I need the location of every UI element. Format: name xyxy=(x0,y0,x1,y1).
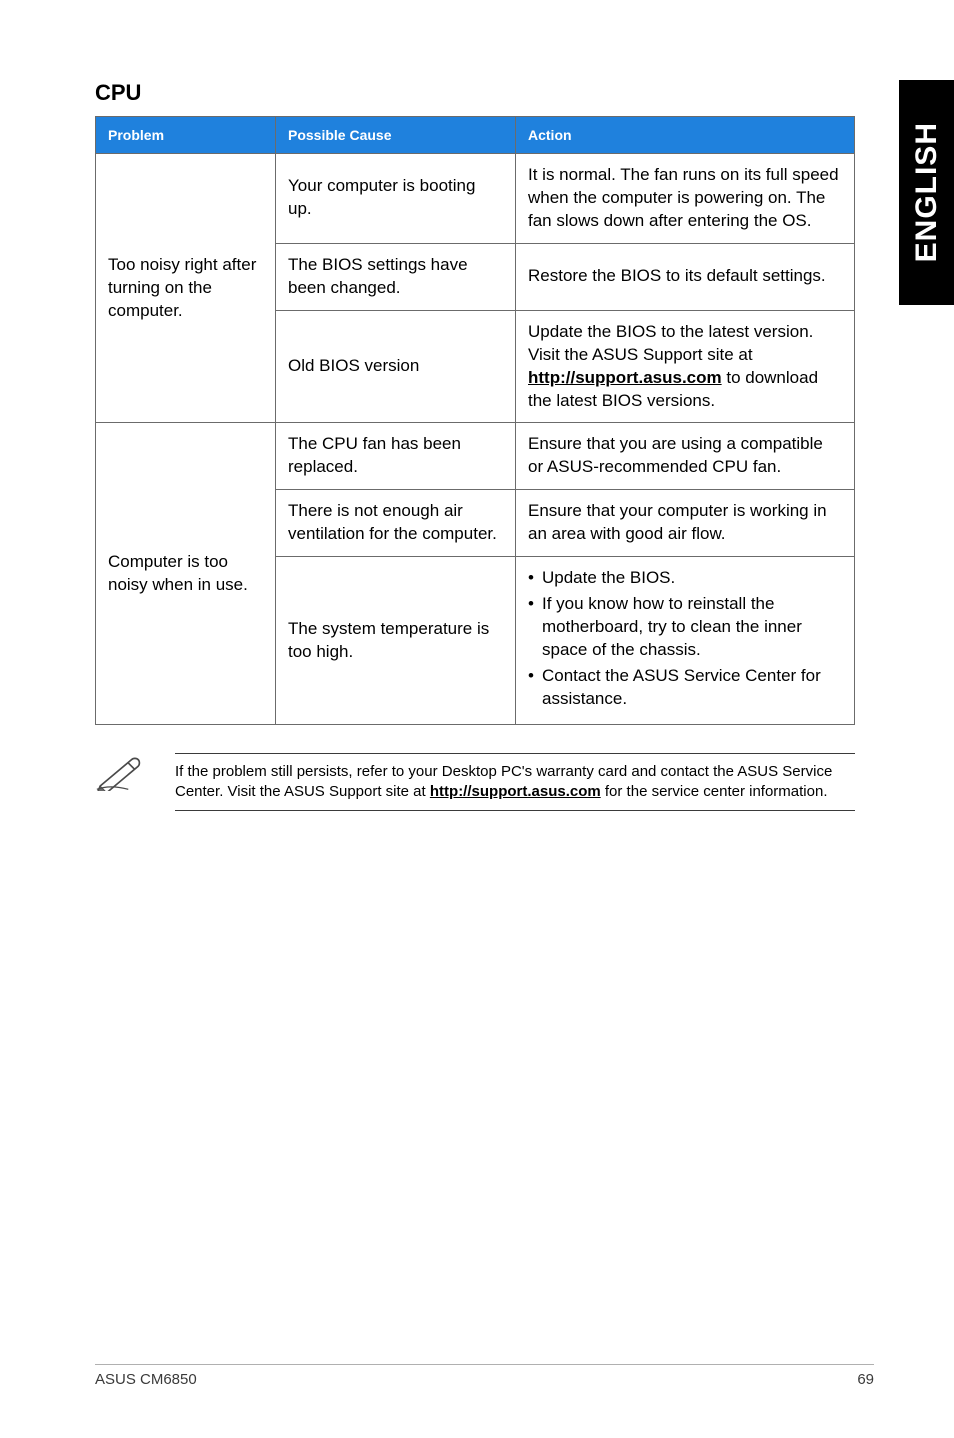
table-header-cell: Problem xyxy=(96,117,276,154)
action-cell: It is normal. The fan runs on its full s… xyxy=(516,154,855,244)
note-block: If the problem still persists, refer to … xyxy=(95,753,855,812)
action-list-item: Update the BIOS. xyxy=(528,567,842,590)
cause-cell: There is not enough air ventilation for … xyxy=(276,490,516,557)
cause-cell: Old BIOS version xyxy=(276,310,516,423)
section-title: CPU xyxy=(95,80,894,106)
language-tab: ENGLISH xyxy=(899,80,954,305)
problem-cell: Too noisy right after turning on the com… xyxy=(96,154,276,423)
action-cell: Update the BIOS. If you know how to reins… xyxy=(516,557,855,725)
table-row: Too noisy right after turning on the com… xyxy=(96,154,855,244)
action-list-item: If you know how to reinstall the motherb… xyxy=(528,593,842,662)
note-rule-top xyxy=(175,753,855,754)
action-cell: Ensure that your computer is working in … xyxy=(516,490,855,557)
action-cell: Ensure that you are using a compatible o… xyxy=(516,423,855,490)
note-rule-bottom xyxy=(175,810,855,811)
page-footer: ASUS CM6850 69 xyxy=(95,1364,874,1388)
cause-cell: The system temperature is too high. xyxy=(276,557,516,725)
table-header-cell: Possible Cause xyxy=(276,117,516,154)
action-cell: Update the BIOS to the latest version. V… xyxy=(516,310,855,423)
cause-cell: Your computer is booting up. xyxy=(276,154,516,244)
cause-cell: The BIOS settings have been changed. xyxy=(276,243,516,310)
action-list-item: Contact the ASUS Service Center for assi… xyxy=(528,665,842,711)
pencil-icon xyxy=(95,753,145,796)
note-text: If the problem still persists, refer to … xyxy=(175,762,855,803)
language-tab-label: ENGLISH xyxy=(910,122,944,262)
table-row: Computer is too noisy when in use.The CP… xyxy=(96,423,855,490)
footer-left: ASUS CM6850 xyxy=(95,1371,197,1388)
footer-right: 69 xyxy=(857,1371,874,1388)
table-header-cell: Action xyxy=(516,117,855,154)
cause-cell: The CPU fan has been replaced. xyxy=(276,423,516,490)
action-cell: Restore the BIOS to its default settings… xyxy=(516,243,855,310)
cpu-troubleshoot-table: ProblemPossible CauseAction Too noisy ri… xyxy=(95,116,855,725)
problem-cell: Computer is too noisy when in use. xyxy=(96,423,276,724)
